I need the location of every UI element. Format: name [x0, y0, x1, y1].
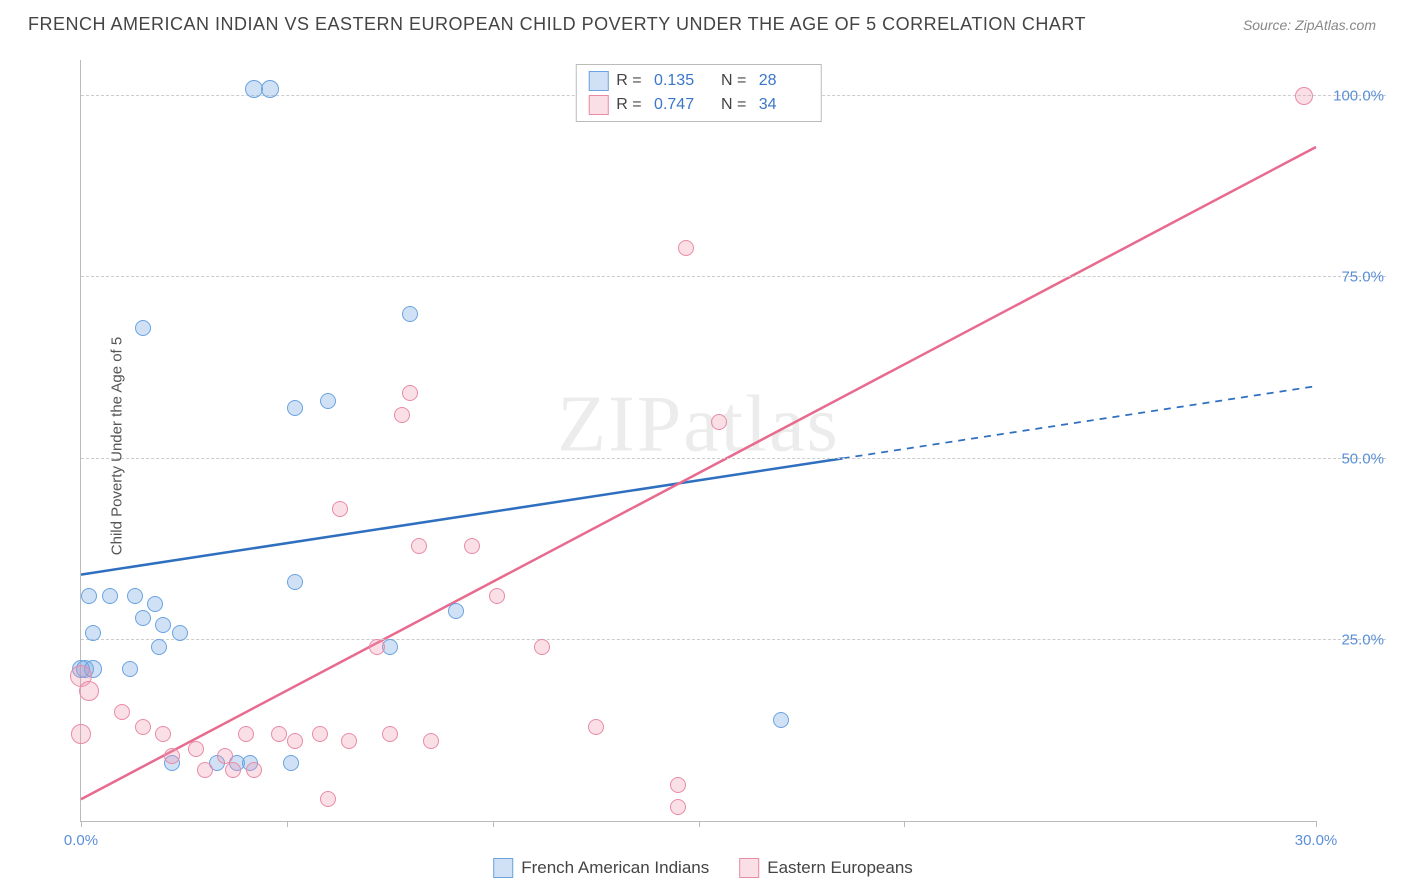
data-point-pink — [114, 704, 130, 720]
chart-area: ZIPatlas R = 0.135 N = 28R = 0.747 N = 3… — [50, 60, 1386, 822]
y-tick-label: 100.0% — [1324, 88, 1384, 105]
data-point-blue — [155, 617, 171, 633]
data-point-pink — [71, 724, 91, 744]
data-point-blue — [81, 588, 97, 604]
data-point-blue — [135, 610, 151, 626]
gridline — [81, 639, 1386, 640]
data-point-pink — [670, 799, 686, 815]
data-point-blue — [773, 712, 789, 728]
r-label: R = — [616, 72, 646, 90]
data-point-blue — [127, 588, 143, 604]
x-tick-label: 30.0% — [1295, 832, 1338, 849]
legend-label: Eastern Europeans — [767, 858, 913, 878]
data-point-blue — [135, 320, 151, 336]
data-point-pink — [271, 726, 287, 742]
x-tick — [904, 821, 905, 827]
chart-title: FRENCH AMERICAN INDIAN VS EASTERN EUROPE… — [28, 14, 1086, 35]
data-point-pink — [678, 240, 694, 256]
legend-label: French American Indians — [521, 858, 709, 878]
data-point-pink — [238, 726, 254, 742]
y-tick-label: 50.0% — [1324, 450, 1384, 467]
data-point-blue — [448, 603, 464, 619]
swatch-blue — [493, 858, 513, 878]
data-point-pink — [197, 762, 213, 778]
data-point-blue — [320, 393, 336, 409]
data-point-pink — [217, 748, 233, 764]
data-point-pink — [382, 726, 398, 742]
trend-lines — [81, 60, 1316, 821]
data-point-blue — [102, 588, 118, 604]
data-point-blue — [147, 596, 163, 612]
x-tick — [81, 821, 82, 827]
y-tick-label: 75.0% — [1324, 269, 1384, 286]
swatch-pink — [588, 95, 608, 115]
legend-item-pink: Eastern Europeans — [739, 858, 913, 878]
data-point-pink — [402, 385, 418, 401]
data-point-blue — [122, 661, 138, 677]
stats-legend: R = 0.135 N = 28R = 0.747 N = 34 — [575, 64, 821, 122]
data-point-blue — [402, 306, 418, 322]
stats-row-blue: R = 0.135 N = 28 — [588, 69, 808, 93]
data-point-pink — [369, 639, 385, 655]
data-point-pink — [341, 733, 357, 749]
x-tick — [699, 821, 700, 827]
data-point-pink — [394, 407, 410, 423]
data-point-pink — [332, 501, 348, 517]
n-label: N = — [712, 96, 751, 114]
series-legend: French American Indians Eastern Europeans — [493, 858, 913, 878]
chart-source: Source: ZipAtlas.com — [1243, 17, 1376, 33]
data-point-pink — [588, 719, 604, 735]
data-point-pink — [287, 733, 303, 749]
x-tick — [287, 821, 288, 827]
data-point-pink — [1295, 87, 1313, 105]
n-label: N = — [712, 72, 751, 90]
data-point-blue — [287, 574, 303, 590]
data-point-blue — [261, 80, 279, 98]
y-tick-label: 25.0% — [1324, 631, 1384, 648]
x-tick — [493, 821, 494, 827]
gridline — [81, 276, 1386, 277]
data-point-pink — [188, 741, 204, 757]
data-point-blue — [85, 625, 101, 641]
plot-region: ZIPatlas R = 0.135 N = 28R = 0.747 N = 3… — [80, 60, 1316, 822]
data-point-pink — [135, 719, 151, 735]
stats-row-pink: R = 0.747 N = 34 — [588, 93, 808, 117]
data-point-blue — [283, 755, 299, 771]
data-point-pink — [464, 538, 480, 554]
data-point-pink — [534, 639, 550, 655]
data-point-blue — [287, 400, 303, 416]
data-point-pink — [246, 762, 262, 778]
data-point-pink — [164, 748, 180, 764]
data-point-pink — [320, 791, 336, 807]
data-point-pink — [423, 733, 439, 749]
data-point-blue — [245, 80, 263, 98]
r-value: 0.747 — [654, 96, 704, 114]
data-point-blue — [151, 639, 167, 655]
legend-item-blue: French American Indians — [493, 858, 709, 878]
swatch-blue — [588, 71, 608, 91]
data-point-pink — [670, 777, 686, 793]
r-label: R = — [616, 96, 646, 114]
data-point-pink — [711, 414, 727, 430]
n-value: 28 — [759, 72, 809, 90]
swatch-pink — [739, 858, 759, 878]
source-value: ZipAtlas.com — [1295, 17, 1376, 33]
x-tick-label: 0.0% — [64, 832, 98, 849]
data-point-pink — [155, 726, 171, 742]
r-value: 0.135 — [654, 72, 704, 90]
source-label: Source: — [1243, 17, 1291, 33]
data-point-pink — [79, 681, 99, 701]
chart-header: FRENCH AMERICAN INDIAN VS EASTERN EUROPE… — [0, 0, 1406, 43]
x-tick — [1316, 821, 1317, 827]
data-point-pink — [489, 588, 505, 604]
gridline — [81, 458, 1386, 459]
n-value: 34 — [759, 96, 809, 114]
data-point-pink — [225, 762, 241, 778]
data-point-blue — [172, 625, 188, 641]
data-point-pink — [411, 538, 427, 554]
data-point-pink — [312, 726, 328, 742]
